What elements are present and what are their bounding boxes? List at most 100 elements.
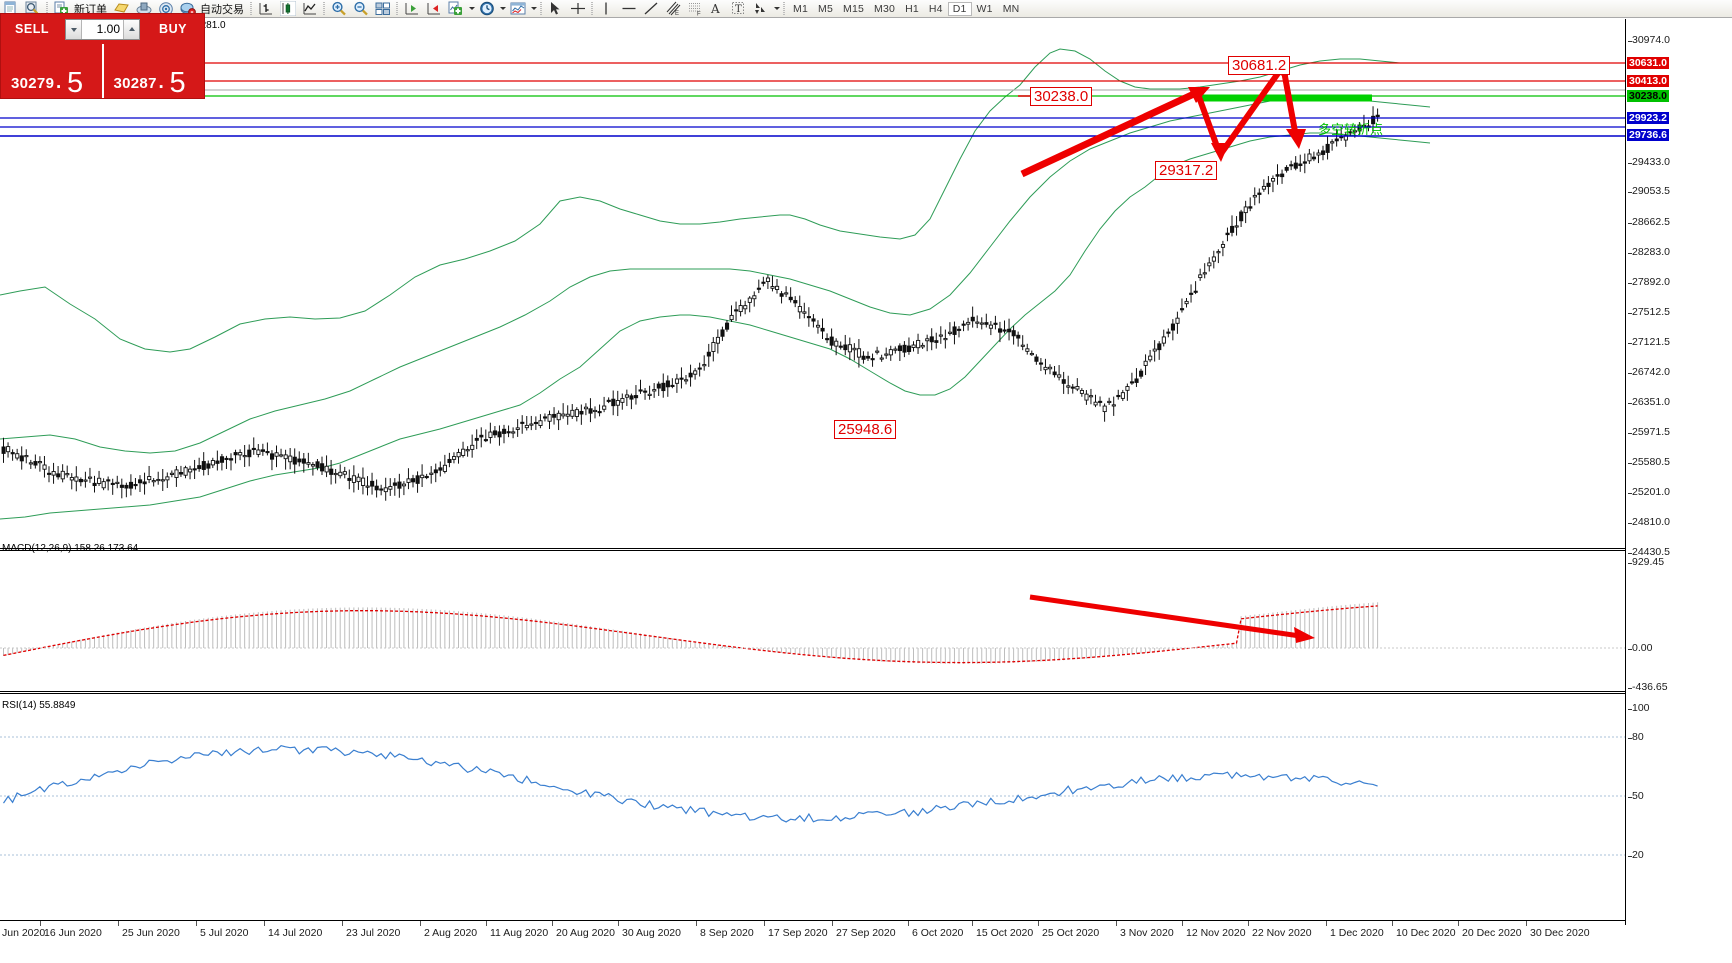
annotation-25948[interactable]: 25948.6 <box>834 420 897 439</box>
annotation-30238[interactable]: 30238.0 <box>1030 87 1093 106</box>
candle-body <box>15 453 20 459</box>
sell-price-fraction: 5 <box>67 67 84 99</box>
price-level-label[interactable]: 29923.2 <box>1627 112 1669 124</box>
sell-label[interactable]: SELL <box>15 22 49 36</box>
candle-body <box>1029 353 1034 356</box>
line-chart-icon[interactable] <box>299 0 321 17</box>
candle-body <box>397 481 402 489</box>
horizontal-line-icon[interactable] <box>618 0 640 17</box>
candle-body <box>656 383 661 389</box>
timeframe-m30[interactable]: M30 <box>874 2 896 15</box>
candle-body <box>1284 166 1289 171</box>
crosshair-icon[interactable] <box>567 0 589 17</box>
sell-price-button[interactable]: 30279 . 5 <box>1 44 104 99</box>
candle-body <box>738 305 743 313</box>
candle-body <box>251 447 256 451</box>
annotation-29317[interactable]: 29317.2 <box>1155 161 1218 180</box>
lot-increase-button[interactable] <box>123 19 139 39</box>
zoom-in-icon[interactable] <box>328 0 350 17</box>
new-order-icon[interactable] <box>51 0 73 17</box>
candle-body <box>893 348 898 351</box>
chart-shift-icon[interactable] <box>401 0 423 17</box>
price-level-label[interactable]: 30238.0 <box>1627 90 1669 102</box>
auto-scroll-icon[interactable] <box>423 0 445 17</box>
document-icon[interactable] <box>0 0 22 17</box>
candle-body <box>729 314 734 321</box>
strategy-tester-icon[interactable] <box>133 0 155 17</box>
time-tick: 25 Jun 2020 <box>122 927 180 939</box>
price-tick: 28283.0 <box>1628 246 1670 258</box>
candle-body <box>333 472 338 476</box>
templates-dropdown-caret[interactable] <box>529 0 538 17</box>
arrows-icon[interactable] <box>750 0 772 17</box>
tile-windows-icon[interactable] <box>372 0 394 17</box>
lot-size-stepper[interactable]: 1.00 <box>65 18 140 40</box>
templates-icon[interactable] <box>507 0 529 17</box>
lot-decrease-button[interactable] <box>66 19 82 39</box>
fibonacci-icon[interactable]: F <box>684 0 706 17</box>
timeframe-w1[interactable]: W1 <box>976 2 993 15</box>
add-indicator-icon[interactable] <box>445 0 467 17</box>
price-scale[interactable]: 30974.0 29433.0 29053.5 28662.5 28283.0 27892… <box>1625 19 1732 925</box>
timeframe-mn[interactable]: MN <box>1002 2 1020 15</box>
candle-body <box>502 428 507 434</box>
buy-label[interactable]: BUY <box>159 22 187 36</box>
zoom-out-icon[interactable] <box>350 0 372 17</box>
time-tick-mark <box>118 921 119 926</box>
candle-body <box>28 462 33 465</box>
vertical-line-icon[interactable] <box>596 0 618 17</box>
trendline-icon[interactable] <box>640 0 662 17</box>
candle-body <box>1175 317 1180 324</box>
candle-body <box>315 461 320 468</box>
candlestick-chart-icon[interactable] <box>277 0 299 17</box>
annotation-30681[interactable]: 30681.2 <box>1228 56 1291 75</box>
candle-body <box>247 449 252 458</box>
price-level-label[interactable]: 30413.0 <box>1627 75 1669 87</box>
metaquotes-id-icon[interactable] <box>155 0 177 17</box>
timeframe-h4[interactable]: H4 <box>928 2 943 15</box>
candle-body <box>1189 292 1194 295</box>
time-tick: 20 Aug 2020 <box>556 927 615 939</box>
candle-body <box>374 485 379 491</box>
candle-body <box>1152 348 1157 352</box>
price-level-label[interactable]: 29736.6 <box>1627 129 1669 141</box>
cursor-icon[interactable] <box>545 0 567 17</box>
turning-point-note[interactable]: 多空转折点 <box>1318 123 1384 138</box>
candle-body <box>802 311 807 314</box>
period-clock-icon[interactable] <box>476 0 498 17</box>
indicator-dropdown-caret[interactable] <box>467 0 476 17</box>
candle-body <box>615 400 620 406</box>
arrows-dropdown-caret[interactable] <box>772 0 781 17</box>
timeframe-d1[interactable]: D1 <box>947 1 972 16</box>
buy-price-integer: 30287 <box>113 75 157 92</box>
chart-area[interactable]: DJ30-,Daily 30108.0 30389.0 29971.0 3028… <box>0 19 1732 944</box>
candle-body <box>1170 323 1175 331</box>
timeframe-m5[interactable]: M5 <box>818 2 833 15</box>
terminal-icon[interactable] <box>111 0 133 17</box>
svg-text:T: T <box>735 4 742 15</box>
time-tick: 1 Dec 2020 <box>1330 927 1384 939</box>
lot-size-input[interactable]: 1.00 <box>96 21 120 36</box>
candle-body <box>470 444 475 450</box>
bar-chart-icon[interactable] <box>255 0 277 17</box>
price-tick: 29433.0 <box>1628 156 1670 168</box>
timeframe-m15[interactable]: M15 <box>843 2 865 15</box>
text-icon[interactable]: A <box>706 0 728 17</box>
candle-body <box>897 345 902 352</box>
candle-body <box>1 446 6 454</box>
candle-body <box>1102 405 1107 413</box>
candle-body <box>552 413 557 418</box>
one-click-trading-panel[interactable]: SELL 1.00 BUY 30279 . 5 30287 . 5 <box>0 13 205 99</box>
period-dropdown-caret[interactable] <box>498 0 507 17</box>
time-scale[interactable]: Jun 2020 16 Jun 2020 25 Jun 2020 5 Jul 2020… <box>0 920 1625 944</box>
new-order-label[interactable]: 新订单 <box>74 3 107 16</box>
timeframe-h1[interactable]: H1 <box>905 2 919 15</box>
auto-trading-label[interactable]: 自动交易 <box>200 3 244 16</box>
equidistant-channel-icon[interactable]: E <box>662 0 684 17</box>
timeframe-m1[interactable]: M1 <box>793 2 808 15</box>
price-level-label[interactable]: 30631.0 <box>1627 57 1669 69</box>
candle-body <box>1093 401 1098 406</box>
text-label-icon[interactable]: T <box>728 0 750 17</box>
buy-price-button[interactable]: 30287 . 5 <box>104 44 205 99</box>
candle-body <box>224 457 229 461</box>
